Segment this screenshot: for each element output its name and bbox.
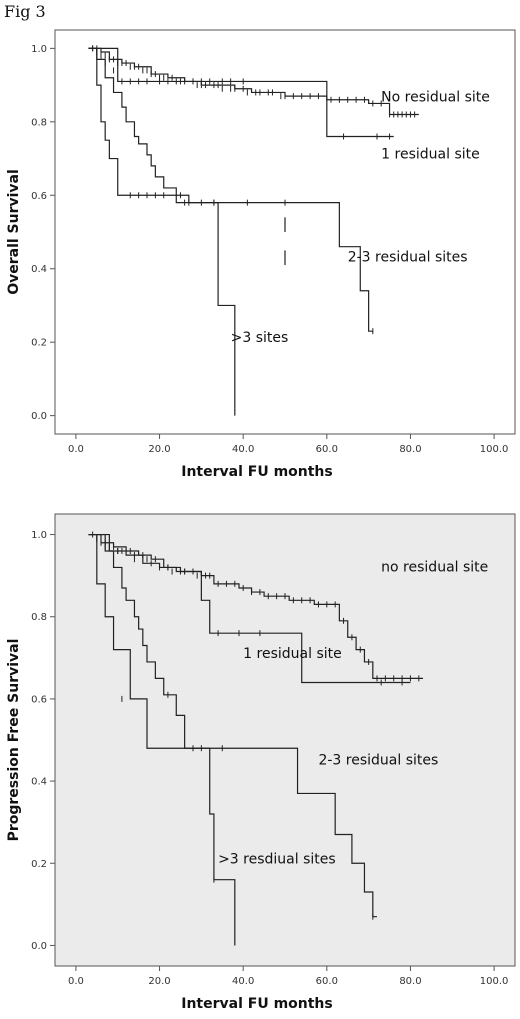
x-tick-label: 20.0 [148,976,170,987]
x-tick-label: 0.0 [68,444,84,455]
y-tick-label: 0.8 [31,117,47,128]
series-label: 2-3 residual sites [348,249,468,265]
y-axis-title: Progression Free Survival [6,639,22,842]
progression-free-survival-chart: 0.0 20.0 40.0 60.0 80.0 100.0 0.0 0.2 0.4 0.6 0.8 1… [6,513,516,1012]
figure-label: Fig 3 [4,2,46,21]
x-axis-title: Interval FU months [181,996,332,1012]
plot-area [54,513,516,967]
y-tick-label: 0.4 [31,264,47,275]
y-tick-label: 0.6 [31,191,47,202]
km-curve [88,533,377,918]
series-label: 1 residual site [381,147,480,163]
y-tick-label: 0.4 [31,777,47,788]
y-tick-label: 0.0 [31,941,47,952]
km-curve [88,533,423,679]
series-label: 2-3 residual sites [318,753,438,769]
y-tick-label: 1.0 [31,530,47,541]
series-label: >3 resdiual sites [218,851,336,867]
x-tick-label: 20.0 [148,444,170,455]
x-tick-label: 100.0 [480,444,509,455]
y-tick-label: 1.0 [31,44,47,55]
y-axis-title: Overall Survival [6,169,22,295]
x-tick-label: 0.0 [68,976,84,987]
x-tick-label: 100.0 [480,976,509,987]
km-curve [88,533,411,684]
series-label: no residual site [381,560,488,576]
x-tick-label: 40.0 [232,976,254,987]
y-tick-label: 0.8 [31,612,47,623]
series-label: No residual site [381,90,490,106]
y-tick-label: 0.2 [31,859,47,870]
y-tick-label: 0.2 [31,338,47,349]
x-tick-label: 60.0 [316,444,338,455]
x-tick-label: 40.0 [232,444,254,455]
y-tick-label: 0.6 [31,694,47,705]
y-tick-label: 0.0 [31,411,47,422]
series-label: >3 sites [231,330,289,346]
x-tick-label: 80.0 [399,444,421,455]
overall-survival-chart: 0.0 20.0 40.0 60.0 80.0 100.0 0.0 0.2 0.4 0.6 0.8 1… [6,29,516,480]
x-axis-title: Interval FU months [181,464,332,480]
x-tick-label: 80.0 [399,976,421,987]
km-curve [88,47,373,332]
series-label: 1 residual site [243,646,342,662]
x-tick-label: 60.0 [316,976,338,987]
